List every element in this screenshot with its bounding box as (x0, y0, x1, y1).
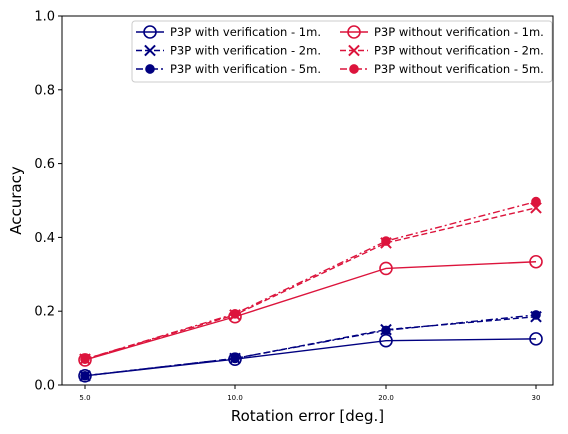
legend-marker-2 (144, 44, 156, 57)
legend-marker-5-stroke-b (348, 44, 360, 57)
x-axis-title: Rotation error [deg.] (231, 407, 384, 425)
y-tick-label-3: 0.4 (34, 231, 55, 246)
series-line-3 (84, 314, 537, 377)
axes: 0.0 0.2 0.4 0.6 0.8 1.0 5.0 10.0 20.0 30 (34, 10, 554, 402)
series-4-point-4 (529, 254, 543, 269)
legend-label-2: P3P with verification - 2m. (170, 44, 321, 58)
series-6-point-4 (531, 196, 541, 207)
x-tick-label-1: 5.0 (79, 394, 90, 402)
plot-area (78, 196, 543, 383)
series-line-2 (84, 316, 537, 377)
plot-frame (61, 15, 554, 386)
legend-label-5: P3P without verification - 2m. (374, 44, 544, 58)
legend-marker-2-stroke-b (144, 44, 156, 57)
series-3-point-4 (531, 310, 541, 320)
y-tick-label-1: 0.0 (34, 379, 55, 394)
series-line-4 (84, 261, 537, 361)
legend-marker-4 (347, 25, 361, 39)
series-3-point-3 (381, 325, 391, 336)
y-tick-label-5: 0.8 (34, 83, 55, 98)
legend-marker-1 (143, 25, 157, 39)
y-tick-label-4: 0.6 (34, 157, 55, 172)
legend-marker-3 (145, 64, 155, 74)
legend-marker-5 (348, 44, 360, 57)
x-tick-label-4: 30 (532, 394, 541, 402)
series-6-point-2 (230, 308, 240, 319)
x-tick-label-3: 20.0 (378, 394, 394, 402)
legend-label-4: P3P without verification - 1m. (374, 25, 544, 39)
legend-box (131, 20, 553, 83)
legend-label-6: P3P without verification - 5m. (374, 62, 544, 76)
series-4-point-1 (78, 353, 92, 367)
series-3-point-1 (80, 370, 90, 381)
series-3-point-2 (230, 353, 240, 364)
series-line-5 (84, 207, 537, 360)
legend-label-1: P3P with verification - 1m. (170, 25, 321, 39)
x-tick-label-2: 10.0 (227, 394, 243, 402)
legend-label-3: P3P with verification - 5m. (170, 62, 321, 76)
legend-marker-6 (349, 64, 359, 74)
y-tick-label-6: 1.0 (34, 10, 55, 25)
y-tick-label-2: 0.2 (34, 305, 55, 320)
series-line-6 (84, 200, 537, 360)
y-axis-title: Accuracy (7, 166, 25, 235)
series-6-point-1 (80, 354, 90, 364)
series-4-point-3 (379, 261, 393, 276)
series-1-point-4 (529, 332, 543, 346)
legend: P3P with verification - 1m. P3P with veri… (131, 20, 553, 83)
series-6-point-3 (381, 236, 391, 246)
